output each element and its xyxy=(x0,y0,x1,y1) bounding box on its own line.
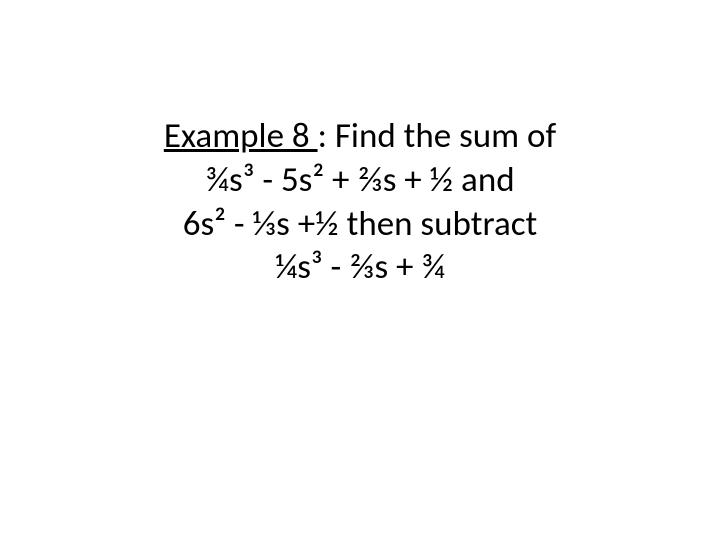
line-2: ¾s³ - 5s² + ⅔s + ½ and xyxy=(0,159,720,203)
line-1-rest: : Find the sum of xyxy=(318,115,557,157)
line-1: Example 8 : Find the sum of xyxy=(0,115,720,159)
line-4: ¼s³ - ⅔s + ¾ xyxy=(0,246,720,290)
slide-content: Example 8 : Find the sum of ¾s³ - 5s² + … xyxy=(0,115,720,290)
example-label: Example 8 xyxy=(164,115,318,157)
line-3: 6s² - ⅓s +½ then subtract xyxy=(0,203,720,247)
